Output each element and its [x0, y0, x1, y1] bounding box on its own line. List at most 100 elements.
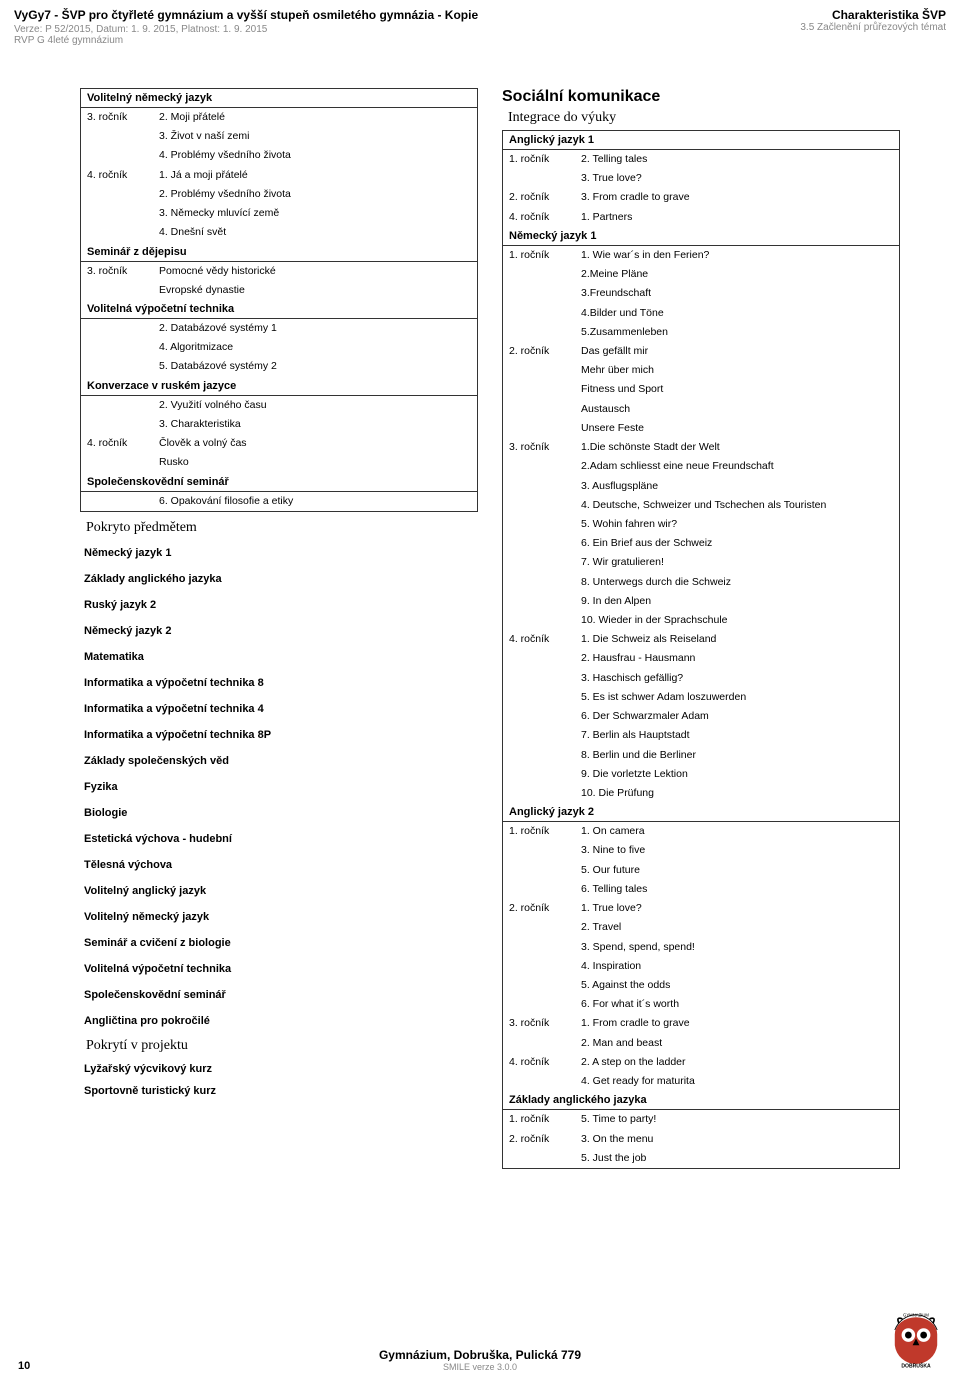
right-table: Anglický jazyk 11. ročník2. Telling tale…	[502, 130, 900, 1169]
topic-cell: 1. Partners	[581, 210, 893, 225]
topic-cell: 5. Our future	[581, 863, 893, 878]
topic-cell: 8. Berlin und die Berliner	[581, 748, 893, 763]
table-row: 6. For what it´s worth	[503, 995, 899, 1014]
table-row: 3. Německy mluvící země	[81, 204, 477, 223]
table-row: 3. Nine to five	[503, 841, 899, 860]
table-row: 6. Der Schwarzmaler Adam	[503, 707, 899, 726]
grade-cell	[509, 671, 581, 686]
doc-title: VyGy7 - ŠVP pro čtyřleté gymnázium a vyš…	[14, 8, 478, 23]
table-row: 6. Telling tales	[503, 880, 899, 899]
table-row: 2. ročník1. True love?	[503, 899, 899, 918]
section-header: Německý jazyk 1	[503, 227, 899, 246]
topic-cell: 6. Der Schwarzmaler Adam	[581, 709, 893, 724]
grade-cell	[509, 882, 581, 897]
topic-cell: Pomocné vědy historické	[159, 264, 471, 279]
topic-cell: Unsere Feste	[581, 421, 893, 436]
table-row: 2. Problémy všedního života	[81, 185, 477, 204]
subject-item: Matematika	[80, 644, 478, 670]
grade-cell: 4. ročník	[87, 436, 159, 451]
table-row: 2. Databázové systémy 1	[81, 319, 477, 338]
grade-cell: 2. ročník	[509, 344, 581, 359]
table-row: 2. Hausfrau - Hausmann	[503, 649, 899, 668]
grade-cell	[509, 517, 581, 532]
topic-cell: 3. Spend, spend, spend!	[581, 940, 893, 955]
grade-cell	[509, 1151, 581, 1166]
topic-cell: 3. On the menu	[581, 1132, 893, 1147]
table-row: Evropské dynastie	[81, 281, 477, 300]
topic-cell: 5. Against the odds	[581, 978, 893, 993]
grade-cell	[509, 959, 581, 974]
footer-school: Gymnázium, Dobruška, Pulická 779	[78, 1348, 882, 1362]
grade-cell	[87, 398, 159, 413]
topic-cell: 7. Berlin als Hauptstadt	[581, 728, 893, 743]
table-row: 4. Problémy všedního života	[81, 146, 477, 165]
topic-cell: 6. Telling tales	[581, 882, 893, 897]
subject-item: Volitelný anglický jazyk	[80, 878, 478, 904]
table-row: 3. ročník2. Moji přátelé	[81, 108, 477, 127]
table-row: 4. Deutsche, Schweizer und Tschechen als…	[503, 496, 899, 515]
grade-cell: 2. ročník	[509, 901, 581, 916]
table-row: 4. ročník1. Já a moji přátelé	[81, 166, 477, 185]
page-number: 10	[18, 1360, 78, 1372]
table-row: 6. Opakování filosofie a etiky	[81, 492, 477, 511]
table-row: 5. Databázové systémy 2	[81, 357, 477, 376]
grade-cell	[509, 613, 581, 628]
topic-cell: 4.Bilder und Töne	[581, 306, 893, 321]
topic-cell: 8. Unterwegs durch die Schweiz	[581, 575, 893, 590]
grade-cell	[87, 359, 159, 374]
section-header: Seminář z dějepisu	[81, 243, 477, 262]
topic-cell: 4. Dnešní svět	[159, 225, 471, 240]
subject-item: Angličtina pro pokročilé	[80, 1008, 478, 1034]
topic-cell: 2. Problémy všedního života	[159, 187, 471, 202]
topic-cell: 2. A step on the ladder	[581, 1055, 893, 1070]
subject-item: Společenskovědní seminář	[80, 982, 478, 1008]
topic-cell: Fitness und Sport	[581, 382, 893, 397]
grade-cell	[509, 402, 581, 417]
table-row: 2. ročník3. From cradle to grave	[503, 188, 899, 207]
table-row: Rusko	[81, 453, 477, 472]
table-row: 3. ročník1. From cradle to grave	[503, 1014, 899, 1033]
table-row: 3. ročníkPomocné vědy historické	[81, 262, 477, 281]
table-row: 1. ročník2. Telling tales	[503, 150, 899, 169]
grade-cell	[509, 690, 581, 705]
topic-cell: 2.Meine Pläne	[581, 267, 893, 282]
topic-cell: 4. Get ready for maturita	[581, 1074, 893, 1089]
grade-cell	[509, 479, 581, 494]
table-row: 2.Meine Pläne	[503, 265, 899, 284]
topic-cell: 5. Databázové systémy 2	[159, 359, 471, 374]
grade-cell	[509, 978, 581, 993]
table-row: 1. ročník5. Time to party!	[503, 1110, 899, 1129]
table-row: 4. Get ready for maturita	[503, 1072, 899, 1091]
school-logo: DOBRUŠKA GYMNÁZIUM	[882, 1313, 942, 1372]
topic-cell: 3. Německy mluvící země	[159, 206, 471, 221]
grade-cell: 1. ročník	[509, 824, 581, 839]
table-row: 5. Wohin fahren wir?	[503, 515, 899, 534]
topic-cell: Rusko	[159, 455, 471, 470]
subject-item: Základy společenských věd	[80, 748, 478, 774]
topic-cell: 1. On camera	[581, 824, 893, 839]
subject-item: Informatika a výpočetní technika 8P	[80, 722, 478, 748]
table-row: 8. Berlin und die Berliner	[503, 746, 899, 765]
topic-cell: 2. Telling tales	[581, 152, 893, 167]
grade-cell	[87, 417, 159, 432]
owl-logo-icon: DOBRUŠKA GYMNÁZIUM	[890, 1313, 942, 1369]
grade-cell: 3. ročník	[87, 110, 159, 125]
topic-cell: 5. Time to party!	[581, 1112, 893, 1127]
grade-cell: 4. ročník	[509, 1055, 581, 1070]
section-header: Konverzace v ruském jazyce	[81, 377, 477, 396]
table-row: 9. In den Alpen	[503, 592, 899, 611]
subject-item: Fyzika	[80, 774, 478, 800]
topic-cell: 3. Život v naší zemi	[159, 129, 471, 144]
section-header: Volitelná výpočetní technika	[81, 300, 477, 319]
section-header: Základy anglického jazyka	[503, 1091, 899, 1110]
topic-cell: 4. Inspiration	[581, 959, 893, 974]
grade-cell: 4. ročník	[87, 168, 159, 183]
grade-cell	[87, 321, 159, 336]
topic-cell: 3.Freundschaft	[581, 286, 893, 301]
topic-cell: 3. Ausflugspläne	[581, 479, 893, 494]
topic-cell: 1. From cradle to grave	[581, 1016, 893, 1031]
grade-cell	[87, 455, 159, 470]
table-row: 4. Inspiration	[503, 957, 899, 976]
grade-cell	[509, 786, 581, 801]
topic-cell: 10. Die Prüfung	[581, 786, 893, 801]
